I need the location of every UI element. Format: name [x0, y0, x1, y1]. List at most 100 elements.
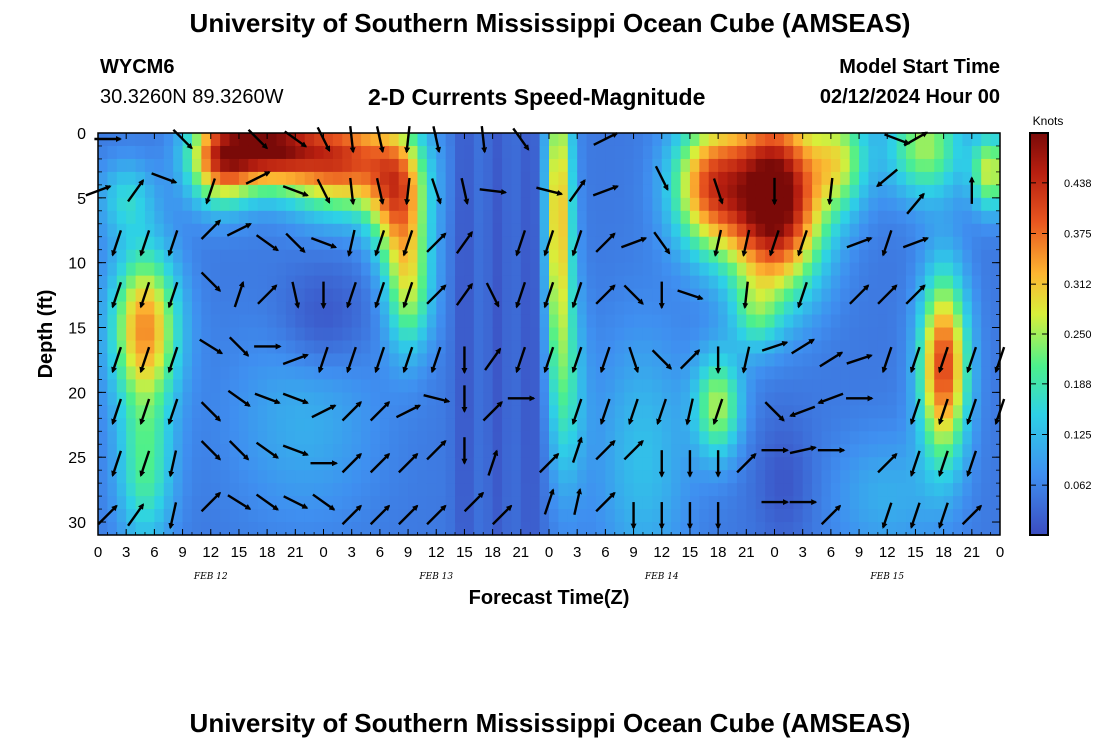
heatmap-cell [267, 496, 278, 510]
heatmap-cell [727, 392, 738, 406]
heatmap-cell [276, 223, 287, 238]
heatmap-cell [558, 366, 569, 380]
heatmap-cell [624, 457, 635, 471]
current-vector-arrow [515, 346, 527, 374]
heatmap-cell [483, 262, 494, 277]
x-tick-label: 0 [996, 544, 1004, 561]
heatmap-cell [220, 340, 231, 355]
heatmap-cell [238, 314, 249, 329]
heatmap-cell [314, 288, 325, 303]
heatmap-cell [520, 366, 531, 380]
heatmap-cell [323, 171, 334, 186]
heatmap-cell [727, 327, 738, 342]
heatmap-cell [342, 145, 353, 160]
heatmap-cell [642, 314, 653, 329]
heatmap-cell [436, 236, 447, 251]
heatmap-cell [840, 262, 851, 277]
heatmap-cell [455, 366, 466, 380]
heatmap-cell [877, 301, 888, 316]
heatmap-cell [943, 353, 954, 368]
heatmap-cell [783, 158, 794, 173]
current-vector-arrow [227, 494, 252, 511]
heatmap-cell [689, 470, 700, 484]
heatmap-cell [173, 158, 184, 173]
heatmap-cell [426, 184, 437, 199]
heatmap-cell [248, 379, 259, 393]
heatmap-cell [210, 379, 221, 393]
heatmap-cell [520, 314, 531, 329]
heatmap-cell [464, 184, 475, 199]
heatmap-cell [896, 379, 907, 393]
current-vector-arrow [571, 398, 583, 426]
heatmap-cell [746, 483, 757, 497]
heatmap-cell [379, 379, 390, 393]
heatmap-cell [971, 301, 982, 316]
heatmap-cell [840, 236, 851, 251]
heatmap-cell [144, 470, 155, 484]
heatmap-cell [708, 158, 719, 173]
heatmap-cell [398, 405, 409, 419]
heatmap-cell [455, 314, 466, 329]
heatmap-cell [351, 470, 362, 484]
current-vector-arrow [341, 401, 362, 422]
model-start-value: 02/12/2024 Hour 00 [819, 86, 1000, 108]
heatmap-cell [915, 184, 926, 199]
heatmap-cell [736, 133, 747, 147]
heatmap-cell [332, 444, 343, 458]
heatmap-cell [530, 496, 541, 510]
heatmap-cell [530, 171, 541, 186]
heatmap-cell [455, 457, 466, 471]
heatmap-cell [276, 171, 287, 186]
heatmap-cell [502, 236, 513, 251]
heatmap-cell [962, 405, 973, 419]
heatmap-cell [614, 353, 625, 368]
heatmap-cell [915, 457, 926, 471]
heatmap-cell [896, 470, 907, 484]
heatmap-cell [530, 509, 541, 523]
heatmap-cell [285, 197, 296, 212]
heatmap-cell [408, 275, 419, 290]
current-vector-arrow [620, 236, 648, 249]
heatmap-cell [962, 444, 973, 458]
heatmap-cell [182, 353, 193, 368]
heatmap-cell [530, 184, 541, 199]
heatmap-cell [633, 496, 644, 510]
current-vector-arrow [168, 450, 178, 478]
heatmap-cell [314, 262, 325, 277]
heatmap-cell [502, 288, 513, 303]
heatmap-cell [210, 275, 221, 290]
heatmap-cell [483, 301, 494, 316]
current-vector-arrow [538, 452, 560, 474]
heatmap-cell [699, 327, 710, 342]
heatmap-cell [558, 470, 569, 484]
heatmap-cell [389, 509, 400, 523]
heatmap-cell [736, 470, 747, 484]
current-vector-arrow [455, 282, 473, 306]
heatmap-cell [990, 470, 1000, 484]
heatmap-cell [520, 197, 531, 212]
heatmap-cell [727, 431, 738, 445]
heatmap-cell [765, 288, 776, 303]
heatmap-cell [173, 210, 184, 225]
heatmap-cell [304, 171, 315, 186]
heatmap-cell [530, 457, 541, 471]
heatmap-cell [859, 262, 870, 277]
heatmap-cell [163, 197, 174, 212]
heatmap-cell [830, 210, 841, 225]
heatmap-cell [812, 249, 823, 264]
heatmap-cell [595, 197, 606, 212]
heatmap-cell [680, 210, 691, 225]
heatmap-cell [605, 171, 616, 186]
heatmap-cell [248, 457, 259, 471]
heatmap-cell [370, 197, 381, 212]
heatmap-cell [408, 496, 419, 510]
heatmap-cell [370, 275, 381, 290]
heatmap-cell [586, 184, 597, 199]
heatmap-cell [492, 158, 503, 173]
heatmap-cell [436, 522, 447, 535]
heatmap-cell [605, 197, 616, 212]
heatmap-cell [163, 301, 174, 316]
heatmap-cell [342, 431, 353, 445]
heatmap-cell [906, 197, 917, 212]
heatmap-cell [464, 392, 475, 406]
